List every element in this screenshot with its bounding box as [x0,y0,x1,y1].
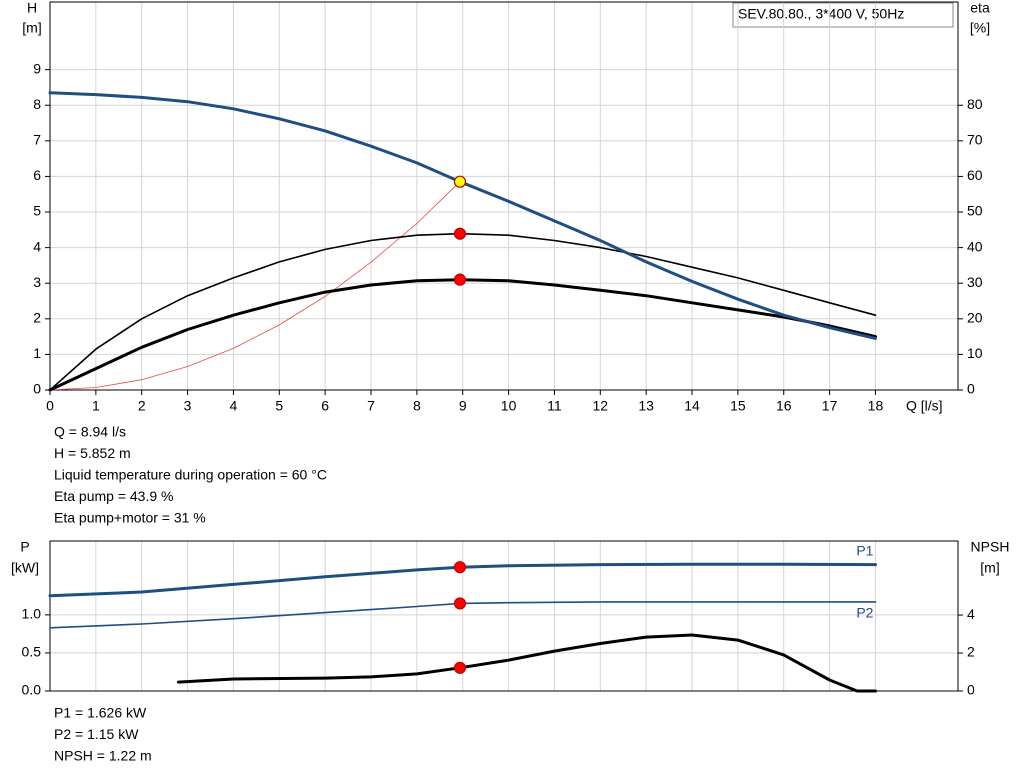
x-tick-label: 10 [501,398,517,414]
chart-title: SEV.80.80., 3*400 V, 50Hz [738,6,904,22]
curve [176,633,877,693]
info-line: Eta pump+motor = 31 % [54,510,206,526]
x-tick-label: 8 [413,398,421,414]
curve [49,181,461,391]
x-axis-label: Q [l/s] [906,398,943,414]
y2-tick-label: 80 [967,96,983,112]
y-axis-label: H [27,0,37,16]
y-tick-label: 0.5 [22,644,42,660]
y-tick-label: 8 [33,96,41,112]
y-tick-label: 1.0 [22,606,42,622]
series-label: P1 [856,542,873,558]
duty-point [453,273,467,286]
y-axis-label: P [20,539,29,555]
info-line: NPSH = 1.22 m [54,748,152,764]
y2-tick-label: 4 [967,606,975,622]
x-tick-label: 15 [730,398,746,414]
y-tick-label: 4 [33,238,41,254]
series-label: P2 [856,605,873,621]
y-tick-label: 7 [33,132,41,148]
y2-tick-label: 0 [967,682,975,698]
y-axis-unit: [m] [22,20,41,36]
plot-frame [49,1,959,391]
y-axis-unit: [kW] [11,560,39,576]
title-box [732,2,954,28]
x-tick-label: 4 [230,398,238,414]
duty-point [453,227,467,240]
x-tick-label: 6 [321,398,329,414]
x-tick-label: 1 [92,398,100,414]
y2-tick-label: 40 [967,238,983,254]
info-line: P1 = 1.626 kW [54,705,147,721]
duty-point [453,661,467,674]
x-tick-label: 17 [822,398,838,414]
plot-frame [49,540,959,692]
y2-axis-label: eta [970,0,990,16]
y2-tick-label: 0 [967,381,975,397]
duty-point [453,561,467,574]
info-line: P2 = 1.15 kW [54,726,139,742]
y2-axis-unit: [m] [980,560,999,576]
y-tick-label: 0 [33,381,41,397]
y-tick-label: 9 [33,60,41,76]
y2-tick-label: 70 [967,132,983,148]
x-tick-label: 18 [868,398,884,414]
duty-point [453,175,467,188]
x-tick-label: 12 [593,398,609,414]
info-line: Eta pump = 43.9 % [54,488,173,504]
x-tick-label: 13 [638,398,654,414]
y-tick-label: 1 [33,345,41,361]
x-tick-label: 11 [547,398,562,414]
y-tick-label: 0.0 [22,682,42,698]
y2-tick-label: 2 [967,644,975,660]
y-tick-label: 6 [33,167,41,183]
y2-tick-label: 60 [967,167,983,183]
info-line: H = 5.852 m [54,445,131,461]
y2-tick-label: 20 [967,310,983,326]
x-tick-label: 3 [184,398,192,414]
x-tick-label: 16 [776,398,792,414]
y-tick-label: 2 [33,310,41,326]
y2-tick-label: 10 [967,345,983,361]
y2-tick-label: 50 [967,203,983,219]
x-tick-label: 7 [367,398,375,414]
x-tick-label: 5 [275,398,283,414]
y2-tick-label: 30 [967,274,983,290]
x-tick-label: 9 [459,398,467,414]
info-line: Liquid temperature during operation = 60… [54,467,327,483]
info-line: Q = 8.94 l/s [54,424,126,440]
x-tick-label: 2 [138,398,146,414]
y2-axis-unit: [%] [970,20,990,36]
duty-point [453,597,467,610]
y-tick-label: 5 [33,203,41,219]
y2-axis-label: NPSH [971,539,1010,555]
x-tick-label: 14 [684,398,700,414]
y-tick-label: 3 [33,274,41,290]
x-tick-label: 0 [46,398,54,414]
